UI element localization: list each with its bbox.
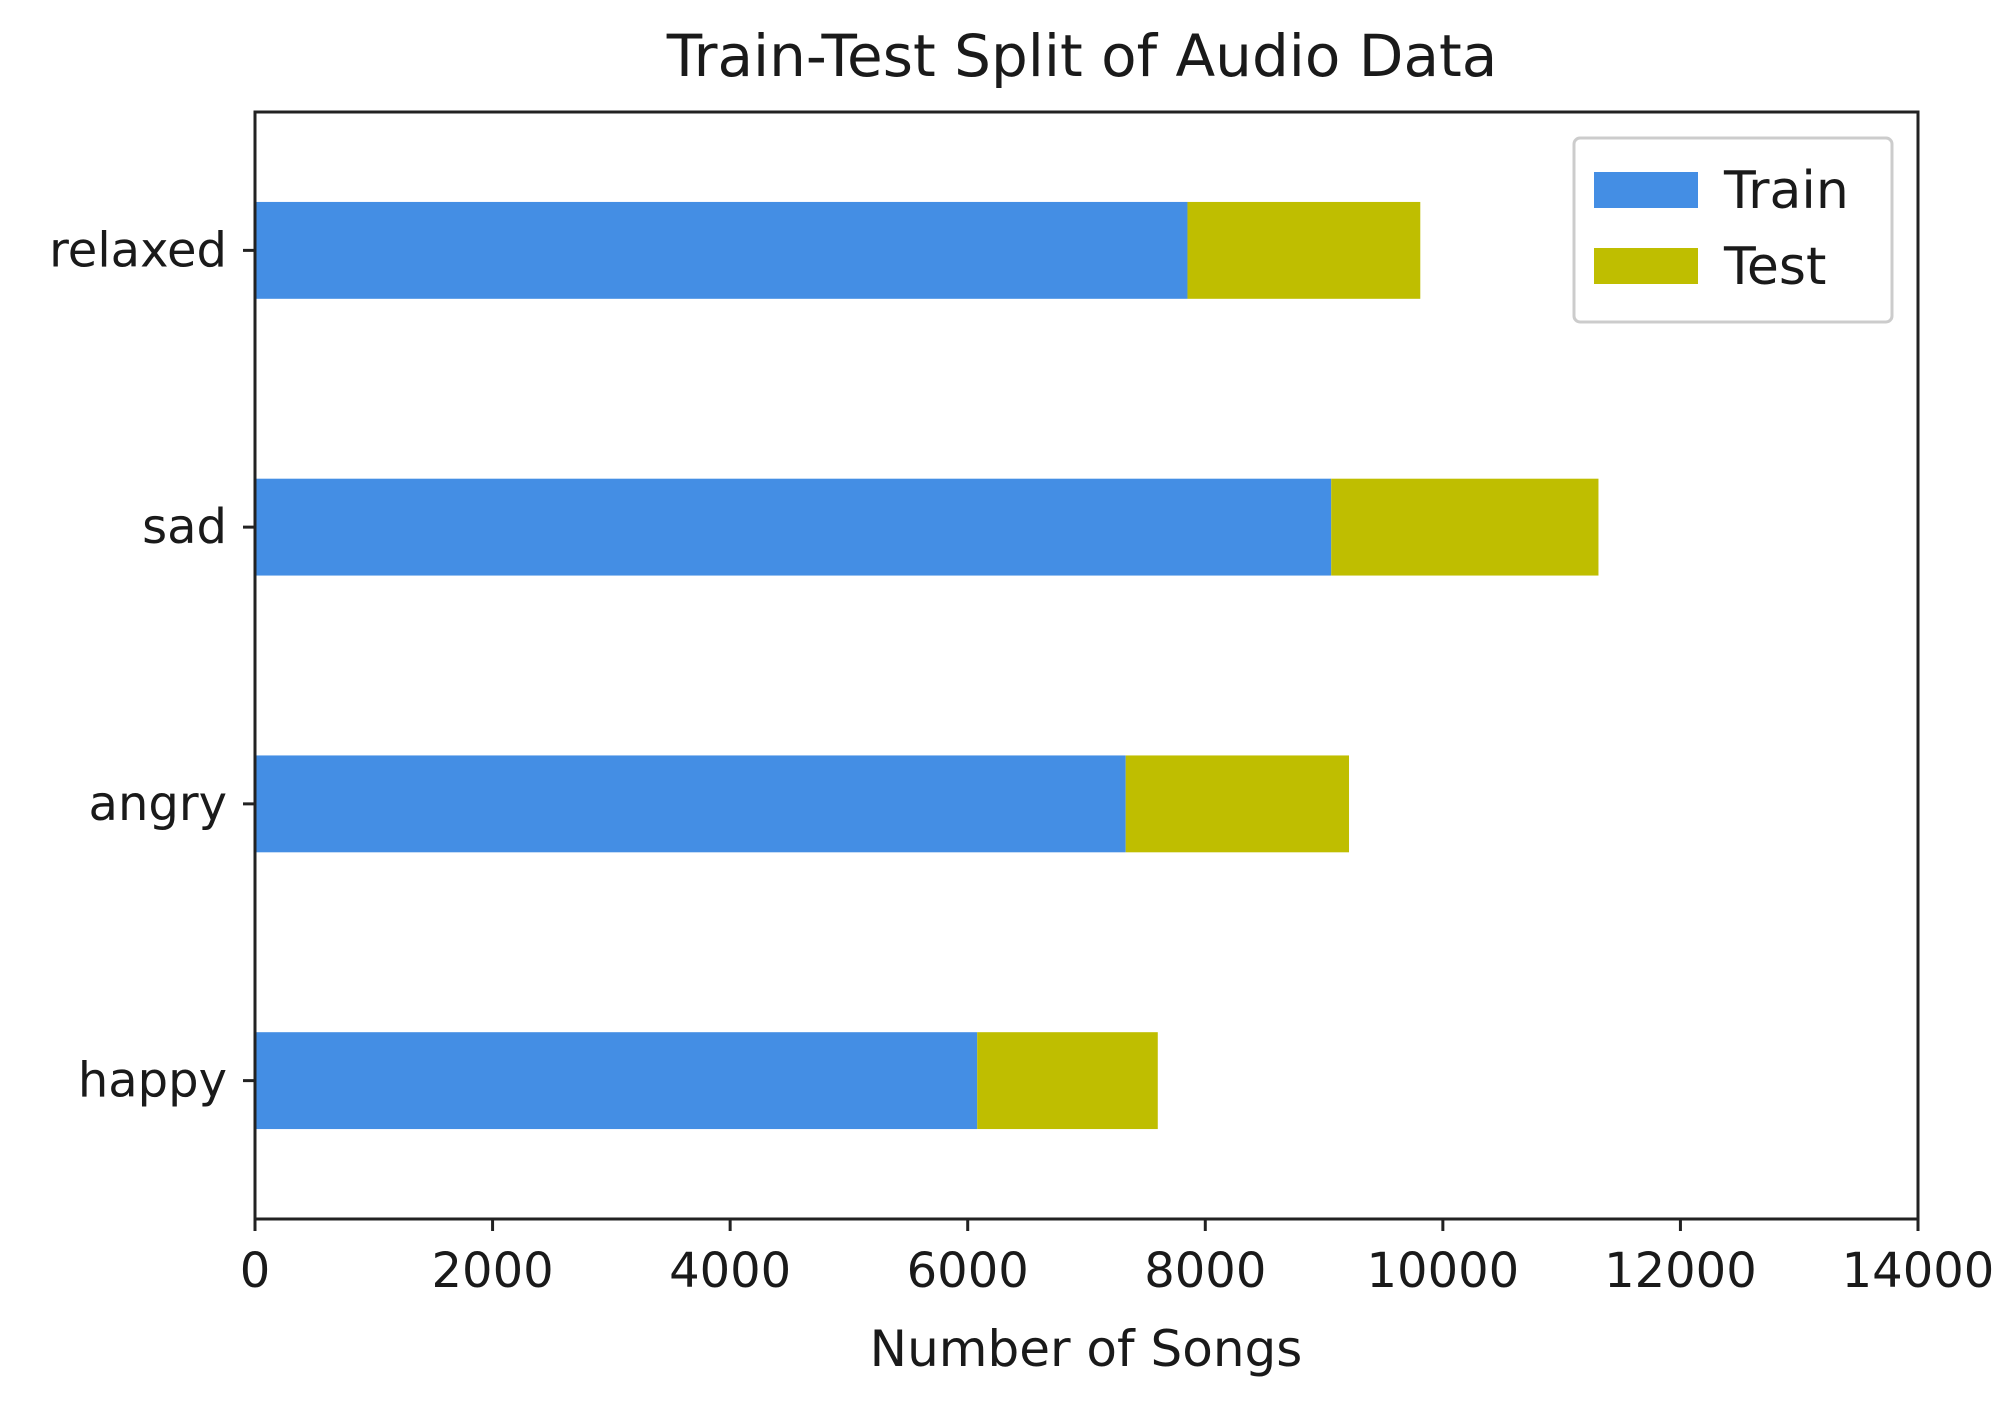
- bar-test-happy: [977, 1032, 1158, 1130]
- y-axis: happy angry sad relaxed: [49, 222, 255, 1109]
- x-axis-label: Number of Songs: [870, 1320, 1303, 1378]
- bar-test-angry: [1125, 755, 1350, 853]
- bar-test-relaxed: [1187, 201, 1421, 299]
- y-tick-label-sad: sad: [142, 499, 227, 555]
- bar-train-relaxed: [255, 201, 1188, 299]
- legend-swatch-train: [1594, 172, 1698, 208]
- bar-train-sad: [255, 478, 1332, 576]
- bar-test-sad: [1331, 478, 1599, 576]
- bar-train-angry: [255, 755, 1126, 853]
- legend: Train Test: [1572, 136, 1894, 324]
- x-tick-label-6000: 6000: [907, 1243, 1029, 1299]
- legend-swatch-test: [1594, 248, 1698, 284]
- x-tick-label-10000: 10000: [1367, 1243, 1520, 1299]
- legend-label-train: Train: [1723, 161, 1849, 221]
- bars-group: [255, 201, 1599, 1130]
- x-axis: 0 2000 4000 6000 8000 10000 12000 14000: [240, 1219, 1995, 1299]
- x-tick-label-8000: 8000: [1144, 1243, 1266, 1299]
- y-tick-label-relaxed: relaxed: [49, 222, 227, 278]
- chart-title: Train-Test Split of Audio Data: [666, 22, 1498, 90]
- plot-frame: [253, 110, 1920, 1221]
- x-tick-label-2000: 2000: [431, 1243, 553, 1299]
- y-tick-label-angry: angry: [89, 776, 227, 832]
- x-tick-label-14000: 14000: [1842, 1243, 1995, 1299]
- x-tick-label-0: 0: [240, 1243, 271, 1299]
- x-tick-label-4000: 4000: [669, 1243, 791, 1299]
- bar-train-happy: [255, 1032, 978, 1130]
- y-tick-label-happy: happy: [78, 1053, 227, 1109]
- legend-label-test: Test: [1723, 237, 1826, 297]
- x-tick-label-12000: 12000: [1604, 1243, 1757, 1299]
